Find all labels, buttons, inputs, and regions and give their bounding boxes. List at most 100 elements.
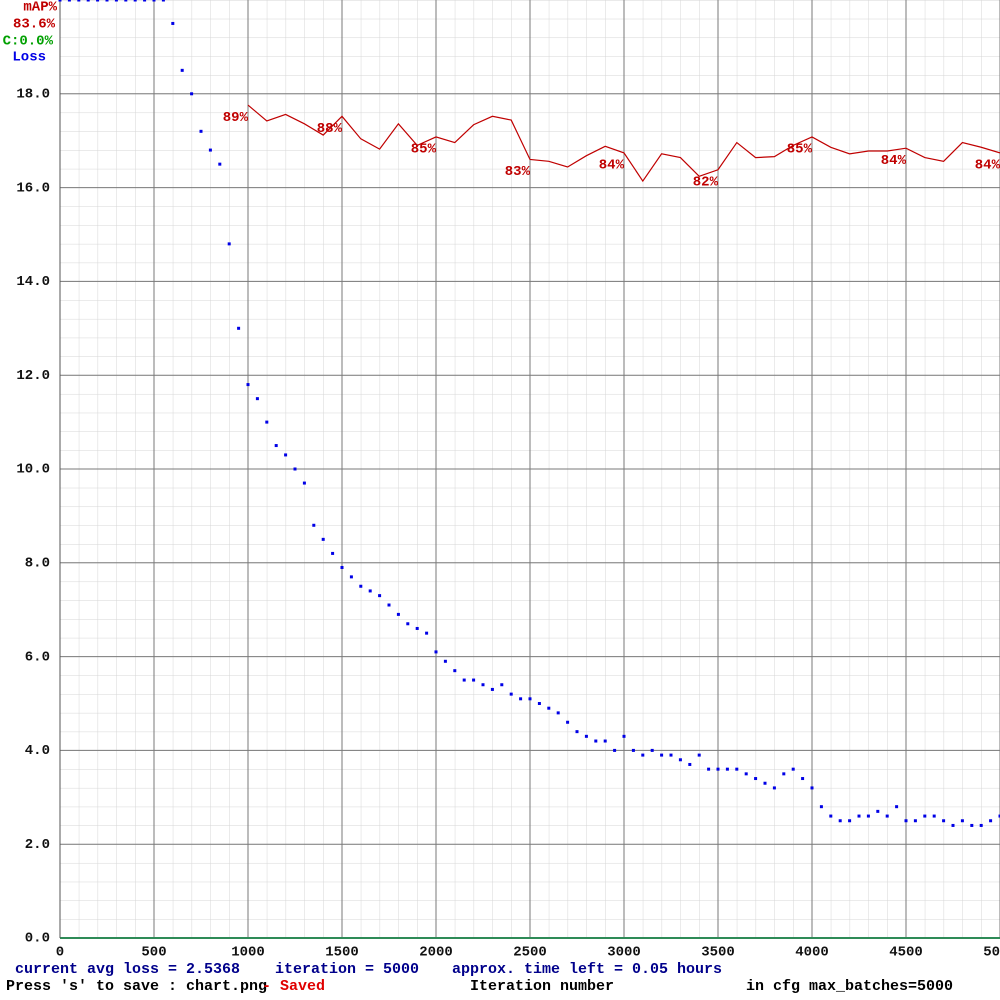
loss-point [791,767,795,771]
loss-point [641,753,645,757]
loss-point [199,129,203,133]
loss-point [697,753,701,757]
x-tick-label: 2000 [419,945,453,961]
loss-point [349,575,353,579]
map-line [247,104,1000,183]
y-tick-label: 4.0 [25,743,50,759]
loss-point [613,748,617,752]
loss-point [716,767,720,771]
loss-point [876,809,880,813]
loss-point [490,687,494,691]
y-tick-label: 0.0 [25,931,50,947]
loss-point [707,767,711,771]
loss-point [255,397,259,401]
loss-point [67,0,71,2]
y-tick-label: 18.0 [16,87,50,103]
legend-map: mAP% [23,0,57,16]
loss-point [566,720,570,724]
loss-point [660,753,664,757]
loss-point [396,612,400,616]
loss-point [124,0,128,2]
loss-point [500,683,504,687]
loss-point [133,0,137,2]
loss-point [763,781,767,785]
loss-point [293,467,297,471]
loss-point [86,0,90,2]
map-value-label: 84% [599,158,625,174]
loss-point [180,68,184,72]
current-c: C:0.0% [3,34,54,50]
loss-point [594,739,598,743]
loss-point [331,551,335,555]
legend-loss: Loss [12,50,46,66]
map-value-label: 85% [787,142,813,158]
marks-layer [58,0,1000,827]
loss-point [932,814,936,818]
x-axis-label: Iteration number [470,978,614,995]
map-value-label: 82% [693,174,719,190]
y-tick-label: 12.0 [16,368,50,384]
loss-point [237,326,241,330]
loss-point [472,678,476,682]
loss-point [819,805,823,809]
loss-point [519,697,523,701]
x-tick-label: 1000 [231,945,265,961]
loss-point [406,622,410,626]
loss-point [284,453,288,457]
map-value-label: 84% [881,153,907,169]
x-tick-label: 2500 [513,945,547,961]
loss-point [772,786,776,790]
loss-point [678,758,682,762]
map-value-label: 84% [975,158,1000,174]
x-tick-label: 0 [56,945,64,961]
loss-point [415,626,419,630]
loss-point [218,162,222,166]
y-tick-label: 16.0 [16,180,50,196]
loss-point [754,777,758,781]
map-value-label: 83% [505,164,531,180]
loss-point [979,823,983,827]
loss-point [274,444,278,448]
loss-point [913,819,917,823]
loss-point [302,481,306,485]
loss-point [989,819,993,823]
loss-point [143,0,147,2]
loss-point [58,0,62,2]
max-batches: in cfg max_batches=5000 [746,978,953,995]
loss-point [782,772,786,776]
loss-point [895,805,899,809]
grid-layer [59,0,1000,939]
loss-point [537,702,541,705]
loss-point [208,148,212,152]
y-tick-label: 8.0 [25,556,50,572]
loss-point [378,594,382,598]
loss-point [904,819,908,823]
loss-point [359,584,363,588]
loss-point [885,814,889,818]
loss-point [669,753,673,757]
loss-point [829,814,833,818]
loss-point [387,603,391,607]
loss-point [190,92,194,96]
map-value-label: 89% [223,110,249,126]
loss-point [509,692,513,696]
loss-point [368,589,372,593]
loss-point [105,0,109,2]
loss-point [650,748,654,752]
iteration: iteration = 5000 [275,961,419,978]
loss-point [547,706,551,710]
loss-point [556,711,560,715]
x-tick-label: 5000 [983,945,1000,961]
loss-point [575,730,579,734]
loss-point [744,772,748,776]
loss-point [866,814,870,818]
loss-point [970,823,974,827]
loss-point [857,814,861,818]
loss-point [265,420,269,424]
loss-point [425,631,429,635]
loss-point [312,523,316,527]
loss-point [340,565,344,569]
loss-point [584,734,588,738]
loss-point [960,819,964,823]
